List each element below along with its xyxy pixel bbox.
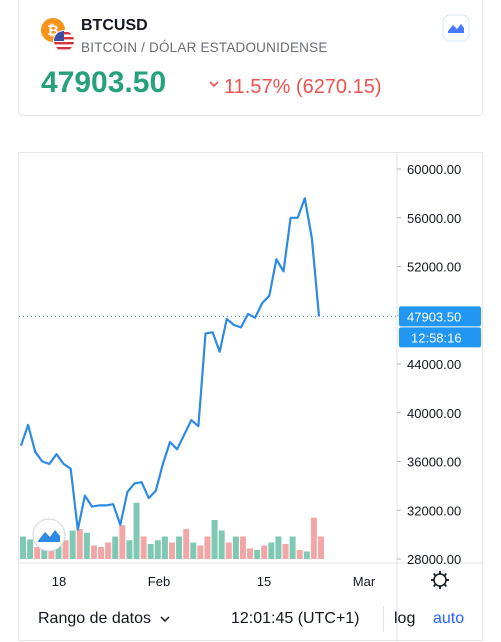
volume-bar [83,532,90,559]
volume-bar [261,545,268,559]
volume-bar [27,539,34,559]
price-tick-label: 40000.00 [407,406,461,421]
price-tick-label: 32000.00 [407,503,461,518]
price-tick-label: 44000.00 [407,357,461,372]
volume-bar [282,544,289,559]
svg-text:₿: ₿ [47,22,58,38]
volume-bar [225,542,232,559]
volume-bar [69,530,76,559]
volume-bar [112,536,119,559]
last-price-axis-label: 47903.50 [407,309,461,324]
price-tick-label: 56000.00 [407,211,461,226]
volume-bar [232,536,239,559]
volume-bar [183,529,190,559]
price-tick-label: 36000.00 [407,455,461,470]
volume-bar [105,542,112,559]
chart-logo-icon[interactable] [32,518,66,552]
countdown-label: 12:58:16 [411,330,462,345]
volume-bar [55,541,62,559]
divider [383,606,384,632]
clock-timezone[interactable]: 12:01:45 (UTC+1) [231,610,360,627]
volume-bar [62,540,69,559]
price-chart[interactable]: 60000.0056000.0052000.0048000.0044000.00… [19,153,484,642]
volume-bar [190,542,197,559]
chevron-down-icon [160,615,170,622]
chart-panel[interactable]: 60000.0056000.0052000.0048000.0044000.00… [18,152,484,642]
volume-bar [98,547,105,559]
time-tick-label: 15 [257,574,271,589]
volume-bar [318,536,324,559]
chevron-down-icon [209,81,219,88]
volume-bar [147,544,154,559]
volume-bar [133,502,140,559]
volume-bar [268,542,275,559]
volume-bar [303,551,310,559]
volume-bar [289,536,296,559]
volume-bar [140,536,147,559]
volume-bar [247,548,254,559]
countdown-badge [399,327,481,348]
volume-bar [76,529,83,559]
volume-bar [20,536,26,559]
symbol-description: BITCOIN / DÓLAR ESTADOUNIDENSE [81,40,328,55]
volume-bar [204,536,211,559]
log-scale-toggle[interactable]: log [394,610,416,627]
volume-bar [296,550,303,559]
volume-bar [218,530,225,559]
time-tick-label: Feb [148,574,170,589]
volume-bar [90,545,97,559]
volume-bar [126,540,133,559]
price-tick-label: 28000.00 [407,552,461,567]
date-range-label: Rango de datos [38,610,151,627]
last-price-badge [399,306,481,327]
volume-bar [176,536,183,559]
date-range-button[interactable]: Rango de datos [38,610,170,628]
volume-bar [254,550,261,559]
time-tick-label: 18 [52,574,66,589]
usa-flag-icon [53,30,75,52]
price-tick-label: 52000.00 [407,260,461,275]
volume-bar [275,536,282,559]
price-tick-label: 60000.00 [407,162,461,177]
gear-icon[interactable] [431,571,449,589]
price-series-line [19,197,321,531]
chart-footer: Rango de datos 12:01:45 (UTC+1) log auto [18,598,483,641]
auto-scale-toggle[interactable]: auto [433,610,465,627]
time-tick-label: Mar [353,574,376,589]
volume-bar [154,540,161,559]
price-change: 11.57% (6270.15) [224,76,382,98]
volume-bar [211,520,218,559]
volume-bar [161,536,168,559]
volume-bar [169,542,175,559]
chart-widget-icon[interactable] [442,14,470,42]
volume-bar [34,547,41,559]
quote-header: ₿ BTCUSD BITCOIN / DÓLAR ESTADOUNIDENSE … [18,0,483,116]
volume-bar [239,536,246,559]
volume-bar [119,525,126,559]
volume-bar [197,545,204,559]
symbol-title[interactable]: BTCUSD [81,17,148,34]
volume-bar [310,517,317,559]
last-price: 47903.50 [41,66,167,99]
